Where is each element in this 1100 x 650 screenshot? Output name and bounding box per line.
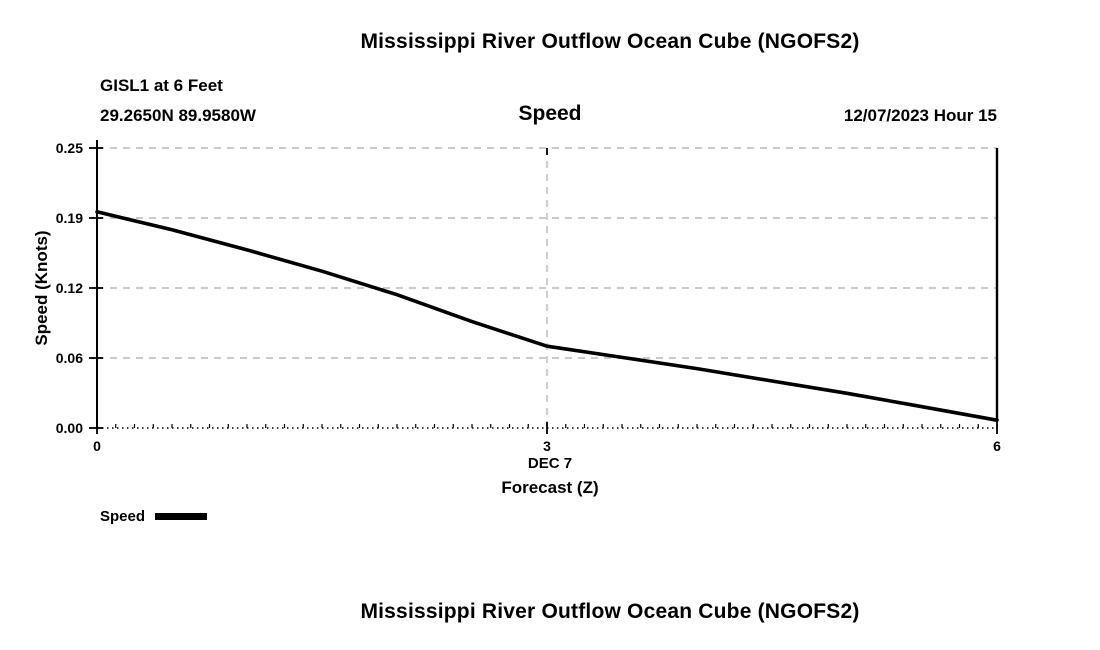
x-tick-label: 6: [993, 438, 1001, 454]
y-tick-label: 0.12: [55, 280, 83, 296]
coordinates-label: 29.2650N 89.9580W: [100, 106, 256, 125]
x-tick-label: 0: [93, 438, 101, 454]
chart-title-top: Mississippi River Outflow Ocean Cube (NG…: [360, 30, 860, 53]
plot-variable-title: Speed: [518, 102, 582, 125]
x-tick-label: 3: [543, 438, 551, 454]
station-label: GISL1 at 6 Feet: [100, 76, 223, 95]
chart-title-bottom: Mississippi River Outflow Ocean Cube (NG…: [360, 600, 860, 623]
x-axis-date-label: DEC 7: [527, 455, 573, 472]
y-tick-label: 0.00: [55, 420, 83, 436]
y-tick-label: 0.06: [55, 350, 83, 366]
legend-line-swatch: [155, 513, 208, 520]
y-tick-label: 0.19: [55, 210, 83, 226]
legend: Speed: [100, 508, 208, 525]
legend-label: Speed: [100, 508, 146, 525]
y-tick-label: 0.25: [55, 140, 83, 156]
datetime-label: 12/07/2023 Hour 15: [843, 106, 997, 125]
data-line-speed: [95, 210, 999, 423]
x-axis-title: Forecast (Z): [501, 478, 599, 497]
